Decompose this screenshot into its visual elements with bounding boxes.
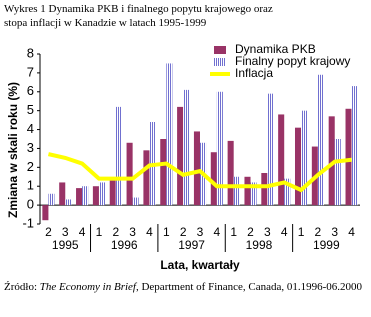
bar [351, 86, 358, 206]
bar [115, 106, 122, 206]
x-tick-label: 3 [264, 225, 271, 239]
bar [183, 89, 190, 206]
x-tick-label: 3 [129, 225, 136, 239]
line [47, 152, 352, 193]
x-tick-label: 3 [197, 225, 204, 239]
x-tick-label: 2 [315, 225, 322, 239]
bar [216, 91, 223, 206]
source-text: Źródło: [4, 281, 40, 293]
bar [48, 193, 55, 206]
x-tick-label: 1 [230, 225, 237, 239]
bar [109, 180, 116, 206]
bar [76, 188, 83, 206]
source: Źródło: The Economy in Brief, Department… [4, 280, 369, 294]
x-tick-label: 1 [298, 225, 305, 239]
year-label: 1999 [313, 238, 340, 252]
x-axis-title: Lata, kwartały [160, 258, 240, 272]
x-tick-label: 4 [79, 225, 86, 239]
y-tick-label: 5 [27, 102, 34, 117]
bar [193, 131, 200, 206]
bar [82, 186, 89, 206]
bar [210, 152, 217, 206]
y-tick-label: 7 [27, 64, 34, 79]
x-tick-label: 4 [281, 225, 288, 239]
bar [92, 186, 99, 206]
bar [143, 150, 150, 206]
y-axis-title: Zmiana w skali roku (%) [6, 82, 20, 218]
x-tick-label: 4 [213, 225, 220, 239]
bar [227, 140, 234, 206]
year-label: 1996 [111, 238, 138, 252]
title-box: Wykres 1 Dynamika PKB i finalnego popytu… [4, 3, 273, 29]
year-label: 1997 [178, 238, 205, 252]
bar [284, 178, 291, 206]
bar [65, 199, 72, 206]
bar [334, 139, 341, 206]
source-text: The Economy in Brief [39, 281, 136, 293]
bar [126, 142, 133, 206]
legend-label: Dynamika PKB [235, 42, 316, 56]
y-tick-label: 1 [27, 178, 34, 193]
x-tick-label: 3 [331, 225, 338, 239]
x-tick-label: 2 [180, 225, 187, 239]
bar [233, 176, 240, 206]
bar [294, 127, 302, 206]
bar [267, 93, 274, 206]
legend-label: Finalny popyt krajowy [235, 54, 350, 68]
y-tick-label: 8 [27, 45, 34, 60]
y-tick-label: 4 [27, 121, 34, 136]
bar [166, 63, 173, 206]
bar [328, 116, 335, 206]
bar [250, 182, 257, 206]
y-tick-label: 2 [27, 159, 34, 174]
x-tick-label: 1 [163, 225, 170, 239]
legend-swatch [214, 46, 226, 54]
x-tick-label: 2 [112, 225, 119, 239]
bar [278, 114, 285, 206]
chart-title: Wykres 1 Dynamika PKB i finalnego popytu… [4, 3, 273, 29]
y-tick-label: 0 [27, 197, 34, 212]
year-label: 1995 [52, 238, 79, 252]
x-tick-label: 2 [45, 225, 52, 239]
y-tick-label: 6 [27, 83, 34, 98]
legend-label: Inflacja [235, 66, 273, 80]
bar [177, 106, 184, 206]
bar [261, 173, 268, 206]
bar [317, 74, 324, 206]
bar [301, 110, 308, 206]
x-tick-label: 3 [62, 225, 69, 239]
bar [244, 176, 251, 206]
bar [59, 182, 66, 206]
y-tick-label: -1 [22, 215, 34, 230]
source-text: , Department of Finance, Canada, 01.1996… [135, 281, 363, 293]
bar [42, 205, 49, 221]
x-tick-label: 2 [247, 225, 254, 239]
y-tick-label: 3 [27, 140, 34, 155]
x-tick-label: 4 [348, 225, 355, 239]
bar [345, 108, 352, 206]
legend-swatch [214, 58, 226, 66]
bar [160, 139, 167, 206]
year-label: 1998 [246, 238, 273, 252]
bar [98, 182, 106, 206]
bar [132, 197, 139, 206]
source-box: Źródło: The Economy in Brief, Department… [4, 280, 369, 294]
x-tick-label: 1 [96, 225, 103, 239]
x-tick-label: 4 [146, 225, 153, 239]
